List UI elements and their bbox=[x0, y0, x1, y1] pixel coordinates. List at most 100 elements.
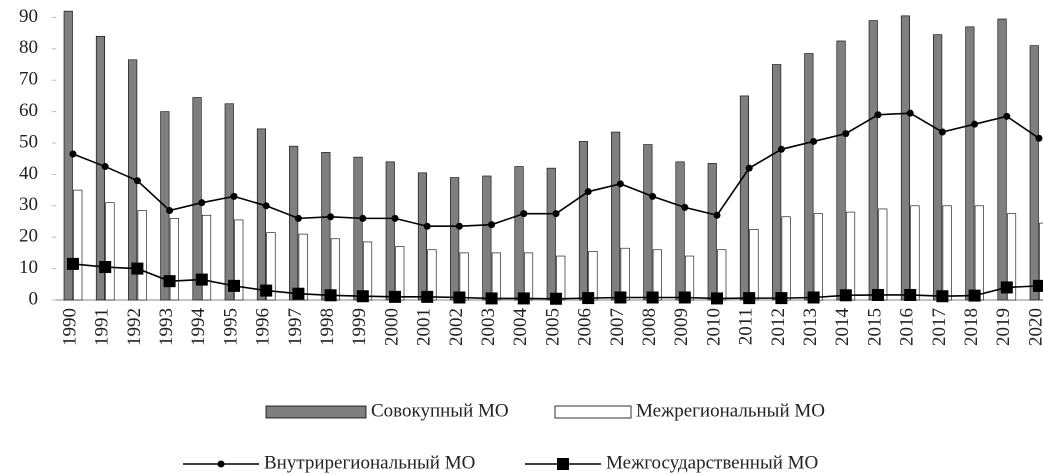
point bbox=[906, 109, 914, 117]
point bbox=[582, 292, 595, 305]
x-tick-label: 1992 bbox=[124, 308, 145, 346]
bar bbox=[298, 233, 308, 301]
point bbox=[163, 275, 176, 288]
x-tick-label: 2004 bbox=[510, 308, 531, 347]
x-tick-label: 1998 bbox=[317, 308, 338, 346]
line bbox=[72, 112, 1040, 228]
y-tick-label: 60 bbox=[19, 100, 38, 121]
y-tick-label: 40 bbox=[19, 163, 38, 184]
y-tick-label: 80 bbox=[19, 37, 38, 58]
bar bbox=[643, 144, 653, 301]
bar bbox=[289, 145, 299, 301]
x-tick-label: 2018 bbox=[961, 308, 982, 346]
point bbox=[649, 192, 657, 200]
point bbox=[198, 199, 206, 207]
x-tick-label: 1996 bbox=[253, 308, 274, 346]
point bbox=[711, 292, 723, 305]
bar bbox=[965, 26, 975, 301]
bar bbox=[1039, 222, 1043, 301]
y-tick-label: 70 bbox=[19, 69, 38, 90]
bar bbox=[385, 161, 395, 301]
point bbox=[713, 211, 721, 219]
point bbox=[101, 163, 109, 171]
x-tick-label: 2016 bbox=[897, 308, 918, 346]
point bbox=[971, 120, 979, 128]
bar bbox=[933, 34, 943, 301]
bar bbox=[169, 218, 179, 301]
point bbox=[1035, 134, 1043, 142]
bar bbox=[997, 18, 1007, 301]
bar bbox=[234, 219, 244, 301]
point bbox=[777, 145, 785, 153]
bar bbox=[137, 210, 147, 301]
bar bbox=[942, 205, 952, 301]
point bbox=[839, 289, 852, 302]
x-tick-label: 2015 bbox=[864, 308, 885, 346]
bar bbox=[266, 232, 276, 301]
legend-label: Совокупный МО bbox=[371, 400, 509, 421]
bar bbox=[1006, 213, 1017, 301]
point bbox=[99, 261, 112, 274]
x-tick-label: 2012 bbox=[768, 308, 789, 346]
point bbox=[262, 202, 270, 210]
x-tick-label: 2002 bbox=[446, 308, 467, 346]
x-tick-label: 2010 bbox=[703, 308, 724, 346]
x-tick-label: 2014 bbox=[832, 308, 853, 347]
point bbox=[938, 128, 946, 136]
x-tick-label: 2003 bbox=[478, 308, 499, 346]
legend-label: Межгосударственный МО bbox=[606, 452, 818, 473]
legend-swatch bbox=[554, 405, 632, 419]
bar bbox=[192, 97, 202, 301]
point bbox=[359, 214, 367, 222]
point bbox=[423, 222, 431, 230]
x-tick-label: 1997 bbox=[285, 308, 306, 346]
point bbox=[616, 180, 624, 188]
y-tick-label: 0 bbox=[29, 288, 39, 309]
bar bbox=[813, 213, 823, 301]
x-tick-label: 2005 bbox=[542, 308, 563, 346]
bar bbox=[836, 40, 846, 301]
point bbox=[389, 290, 401, 303]
bar bbox=[707, 163, 717, 301]
bar bbox=[845, 211, 856, 301]
bar bbox=[974, 205, 984, 301]
bar bbox=[749, 229, 759, 301]
point bbox=[743, 292, 756, 305]
point bbox=[678, 291, 691, 304]
point bbox=[904, 288, 917, 301]
point bbox=[391, 214, 399, 222]
y-tick-label: 20 bbox=[19, 226, 38, 247]
point bbox=[520, 210, 528, 218]
x-tick-label: 2017 bbox=[929, 308, 950, 346]
x-tick-label: 1999 bbox=[349, 308, 370, 346]
point bbox=[775, 292, 788, 305]
x-tick-label: 1994 bbox=[188, 308, 209, 347]
point bbox=[356, 290, 369, 303]
point bbox=[614, 291, 627, 304]
point bbox=[936, 290, 949, 303]
point bbox=[230, 192, 238, 200]
bar bbox=[546, 167, 556, 301]
point bbox=[550, 292, 562, 305]
bar bbox=[675, 161, 685, 301]
bar bbox=[910, 205, 920, 301]
point bbox=[131, 262, 144, 275]
point bbox=[646, 291, 659, 304]
point bbox=[69, 150, 77, 158]
point bbox=[485, 292, 498, 305]
bar bbox=[868, 20, 878, 301]
x-tick-label: 2008 bbox=[639, 308, 660, 346]
x-tick-label: 2006 bbox=[575, 308, 596, 346]
bar bbox=[900, 15, 911, 301]
bar bbox=[353, 156, 363, 301]
bar bbox=[73, 189, 83, 301]
legend-marker bbox=[217, 460, 225, 468]
point bbox=[67, 257, 79, 270]
x-tick-label: 2009 bbox=[671, 308, 692, 346]
legend-label: Внутрирегиональный МО bbox=[264, 452, 475, 473]
point bbox=[324, 289, 337, 302]
bar bbox=[482, 175, 492, 301]
bar bbox=[514, 166, 524, 301]
y-tick-label: 10 bbox=[19, 257, 38, 278]
